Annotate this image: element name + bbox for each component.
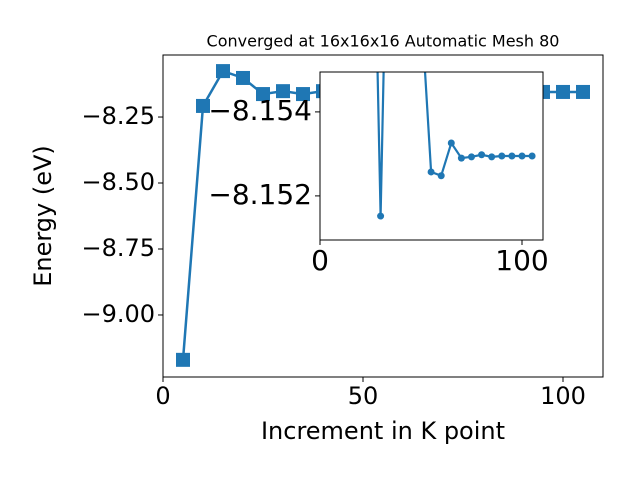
data-point bbox=[236, 70, 250, 85]
data-point bbox=[256, 87, 270, 102]
data-point bbox=[437, 172, 445, 180]
y-tick-label: −8.50 bbox=[81, 168, 155, 196]
data-point bbox=[518, 152, 526, 160]
y-tick-label: −8.25 bbox=[81, 102, 155, 130]
data-point bbox=[296, 87, 310, 102]
data-point bbox=[467, 153, 475, 161]
chart-title: Converged at 16x16x16 Automatic Mesh 80 bbox=[207, 32, 560, 51]
x-tick-label: 0 bbox=[311, 244, 329, 277]
x-tick-label: 100 bbox=[540, 382, 586, 410]
data-point bbox=[196, 98, 210, 113]
y-axis-label: Energy (eV) bbox=[29, 145, 57, 287]
data-point bbox=[488, 153, 496, 161]
plot-area bbox=[376, 2, 536, 220]
x-tick-label: 100 bbox=[495, 244, 548, 277]
data-point bbox=[427, 168, 435, 176]
x-tick-label: 50 bbox=[348, 382, 379, 410]
x-tick-label: 0 bbox=[155, 382, 170, 410]
axes-frame bbox=[319, 71, 544, 241]
data-point bbox=[576, 84, 590, 99]
y-tick-label: −8.154 bbox=[208, 94, 312, 127]
data-point bbox=[417, 2, 424, 9]
data-point bbox=[276, 84, 290, 99]
axes-frame bbox=[162, 54, 604, 378]
data-point bbox=[478, 151, 486, 159]
data-point bbox=[528, 152, 536, 160]
y-tick-label: −9.00 bbox=[81, 300, 155, 328]
data-point bbox=[457, 154, 465, 162]
data-point bbox=[508, 152, 516, 160]
y-tick-label: −8.152 bbox=[208, 178, 312, 211]
data-point bbox=[377, 212, 385, 220]
data-point bbox=[216, 64, 230, 79]
data-point bbox=[498, 152, 506, 160]
data-point bbox=[556, 84, 570, 99]
y-tick-label: −8.75 bbox=[81, 234, 155, 262]
data-point bbox=[447, 139, 455, 147]
data-point bbox=[176, 352, 190, 367]
x-axis-label: Increment in K point bbox=[261, 417, 505, 445]
